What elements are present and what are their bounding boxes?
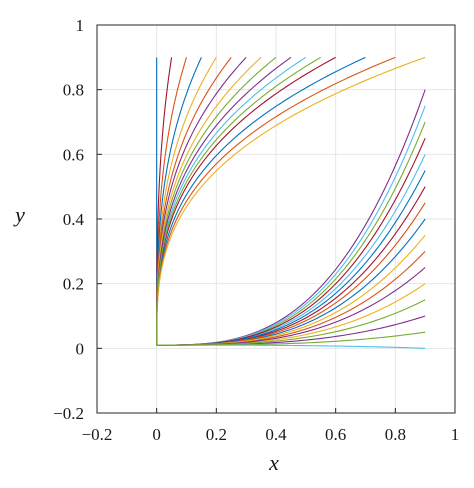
x-tick-label: 0.8 [385,425,406,444]
y-tick-label: −0.2 [53,404,84,423]
x-tick-label: 0.6 [325,425,346,444]
x-tick-label: 1 [451,425,460,444]
y-axis-label: y [13,202,25,227]
series-line [156,299,426,346]
y-tick-label: 0.6 [63,145,84,164]
y-tick-label: 0.4 [63,210,85,229]
y-tick-label: 0.2 [63,275,84,294]
x-tick-label: 0.2 [206,425,227,444]
x-tick-label: 0 [152,425,161,444]
x-tick-label: −0.2 [82,425,113,444]
y-tick-label: 0.8 [63,81,84,100]
x-axis-label: x [268,450,279,475]
series-line [156,56,322,346]
x-tick-label: 0.4 [265,425,287,444]
y-tick-label: 0 [76,339,85,358]
y-tick-label: 1 [76,16,85,35]
